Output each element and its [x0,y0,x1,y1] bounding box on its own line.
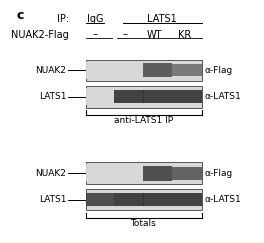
Bar [115,62,143,79]
Text: Totals: Totals [130,219,156,228]
Bar [115,193,144,206]
Text: anti-LATS1 IP: anti-LATS1 IP [114,116,173,125]
Bar [86,86,202,108]
Text: α-Flag: α-Flag [204,66,233,75]
Bar [86,60,202,81]
Bar [86,193,115,206]
Bar [115,90,144,103]
Text: –: – [122,30,127,40]
Text: LATS1: LATS1 [147,14,177,24]
Text: c: c [17,9,24,22]
Bar [172,193,202,206]
Bar [143,165,172,181]
Text: LATS1: LATS1 [39,92,66,101]
Bar [172,167,202,180]
Text: α-Flag: α-Flag [204,169,233,178]
Text: NUAK2: NUAK2 [35,169,66,178]
Bar [86,162,202,184]
Bar [86,88,115,105]
Bar [143,63,172,77]
Text: IgG: IgG [87,14,103,24]
Bar [86,165,115,182]
Text: LATS1: LATS1 [39,195,66,204]
Text: NUAK2-Flag: NUAK2-Flag [11,30,69,40]
Bar [86,62,115,79]
Bar [86,189,202,210]
Bar [143,193,172,206]
Text: –: – [92,30,97,40]
Bar [115,165,143,182]
Text: α-LATS1: α-LATS1 [204,92,241,101]
Text: NUAK2: NUAK2 [35,66,66,75]
Text: IP:: IP: [57,14,69,24]
Bar [172,64,202,76]
Text: WT: WT [147,30,162,40]
Bar [172,90,202,103]
Text: KR: KR [178,30,191,40]
Text: α-LATS1: α-LATS1 [204,195,241,204]
Bar [143,90,172,103]
